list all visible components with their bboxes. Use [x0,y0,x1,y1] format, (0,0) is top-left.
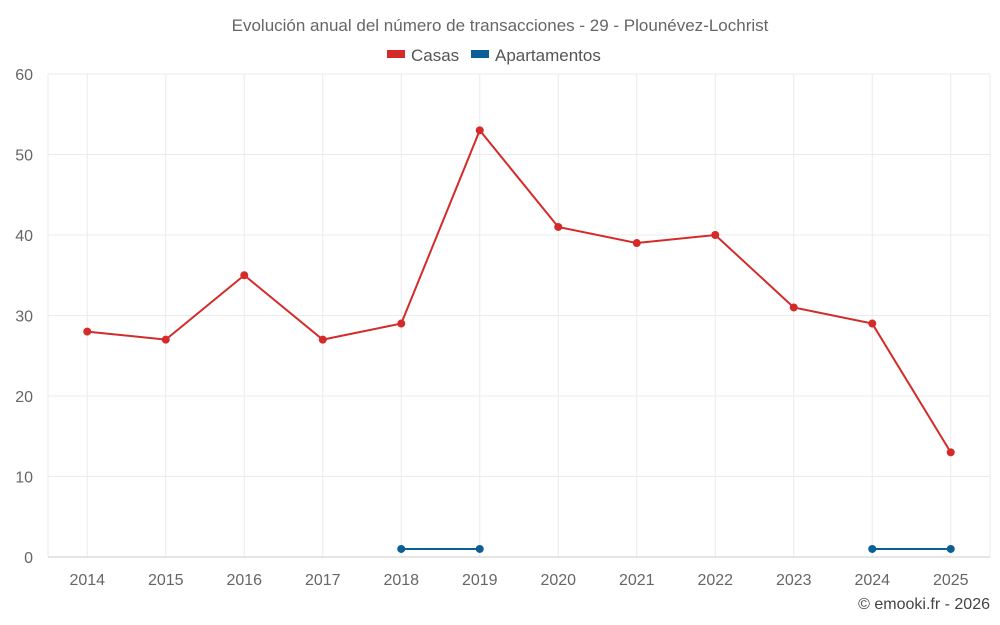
point-apartamentos-2018[interactable] [397,544,406,553]
series-apartamentos [397,544,955,553]
y-tick-label-50: 50 [15,148,33,165]
x-tick-label-2015: 2015 [148,572,184,589]
x-tick-label-2017: 2017 [305,572,341,589]
y-tick-label-60: 60 [15,67,33,84]
x-tick-label-2025: 2025 [933,572,969,589]
series-casas [83,126,955,457]
legend-item-casas[interactable]: Casas [387,46,459,65]
legend: Casas Apartamentos [387,46,601,65]
point-apartamentos-2024[interactable] [868,544,877,553]
x-tick-label-2024: 2024 [854,572,890,589]
point-casas-2025[interactable] [946,448,955,457]
x-tick-label-2023: 2023 [776,572,812,589]
series-line-casas-0 [87,128,952,453]
series [83,126,955,553]
point-casas-2017[interactable] [318,335,327,344]
point-casas-2016[interactable] [240,271,249,280]
x-tick-label-2020: 2020 [540,572,576,589]
point-casas-2024[interactable] [868,319,877,328]
x-tick-label-2014: 2014 [69,572,105,589]
y-axis: 0 10 20 30 40 50 60 [15,67,33,567]
x-tick-label-2022: 2022 [697,572,733,589]
x-tick-label-2016: 2016 [226,572,262,589]
x-tick-label-2019: 2019 [462,572,498,589]
point-casas-2020[interactable] [554,222,563,231]
y-tick-label-0: 0 [24,550,33,567]
point-casas-2023[interactable] [789,303,798,312]
point-casas-2021[interactable] [632,239,641,248]
legend-label-casas: Casas [411,46,459,65]
legend-swatch-casas [387,50,405,58]
y-tick-label-20: 20 [15,389,33,406]
x-axis: 2014 2015 2016 2017 2018 2019 2020 2021 2022 2023… [48,556,990,589]
y-tick-label-30: 30 [15,309,33,326]
legend-swatch-apartamentos [471,50,489,58]
point-apartamentos-2019[interactable] [475,544,484,553]
point-casas-2019[interactable] [475,126,484,135]
point-casas-2022[interactable] [711,231,720,239]
chart-title: Evolución anual del número de transaccio… [232,16,769,35]
x-tick-label-2021: 2021 [619,572,655,589]
y-tick-label-40: 40 [15,228,33,245]
point-casas-2014[interactable] [83,327,92,336]
point-casas-2015[interactable] [161,335,170,344]
point-casas-2018[interactable] [397,319,406,328]
grid [47,73,991,557]
point-apartamentos-2025[interactable] [946,544,955,553]
y-tick-label-10: 10 [15,470,33,487]
x-tick-label-2018: 2018 [383,572,419,589]
footer-credit: © emooki.fr - 2026 [858,596,990,613]
legend-label-apartamentos: Apartamentos [495,46,601,65]
legend-item-apartamentos[interactable]: Apartamentos [471,46,601,65]
